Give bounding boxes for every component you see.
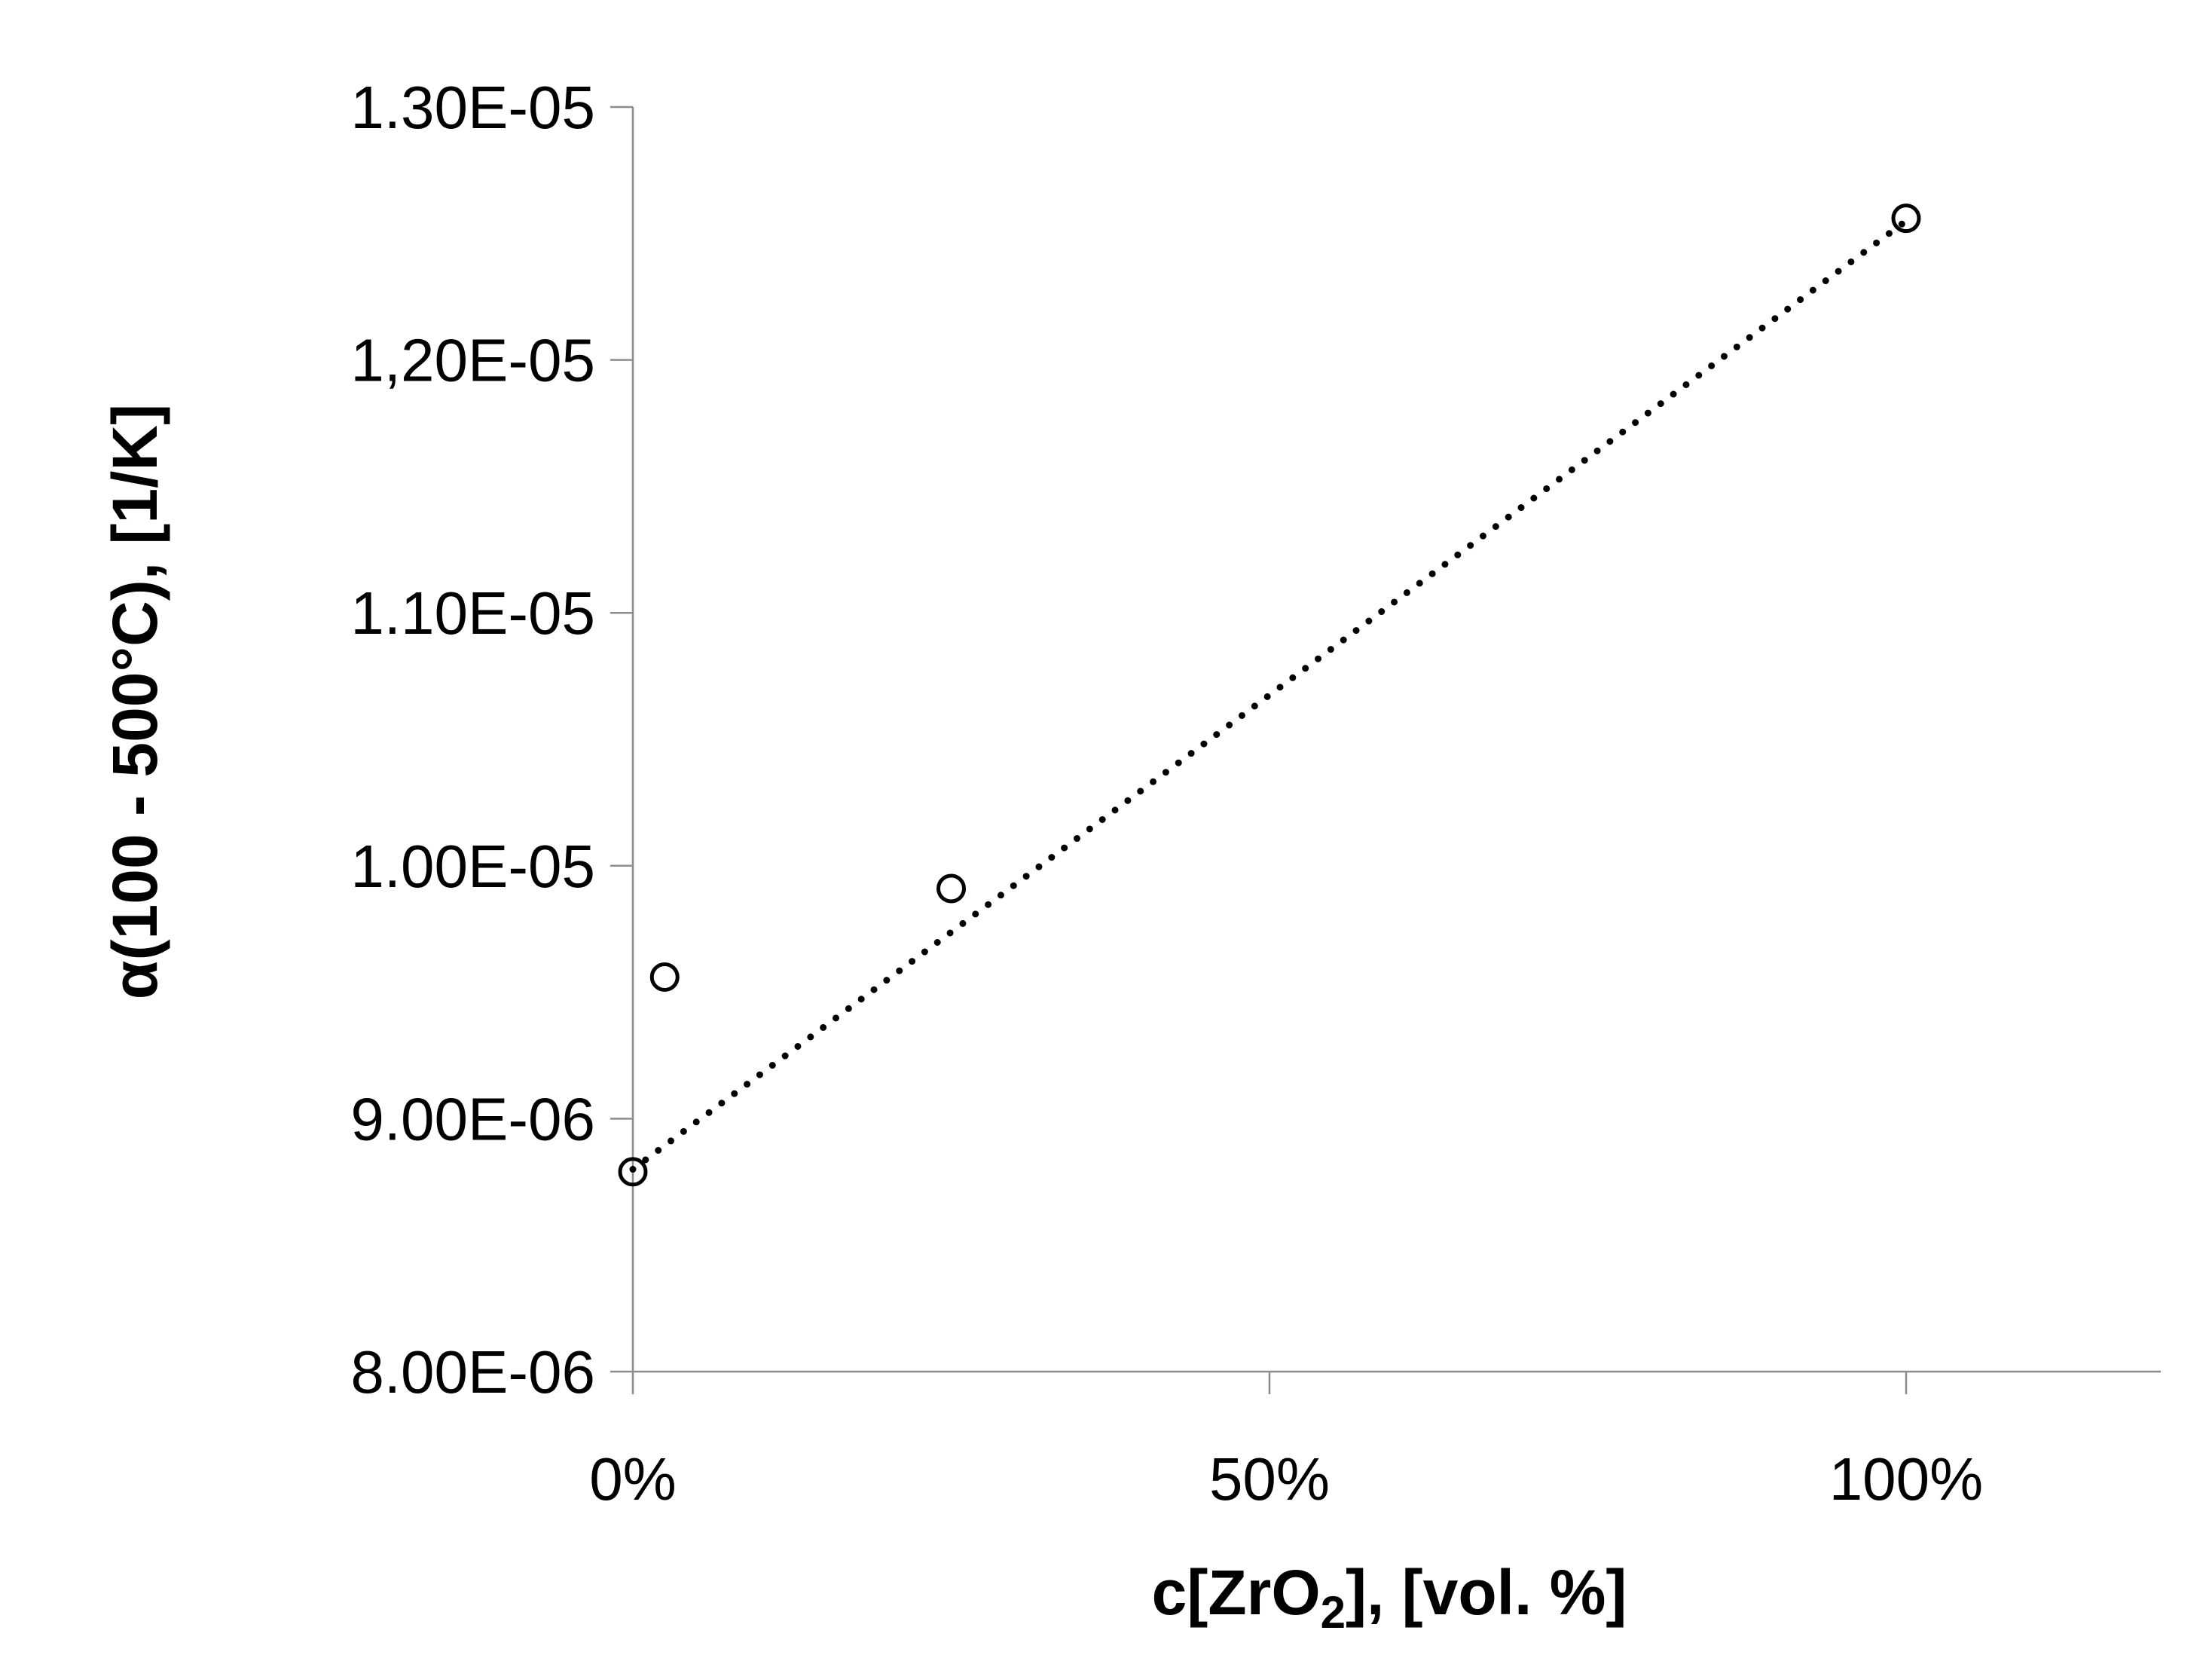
y-ticks: 8.00E-06 9.00E-06 1.00E-05 1.10E-05 1,20E-05… — [350, 74, 633, 1406]
data-point — [1891, 203, 1921, 234]
y-tick-label: 1.30E-05 — [350, 74, 595, 141]
trend-line — [629, 217, 1910, 1173]
x-ticks: 0% 50% 100% — [589, 1372, 1983, 1513]
data-point — [618, 1157, 648, 1187]
y-tick-label: 1.00E-05 — [350, 833, 595, 900]
data-markers — [618, 203, 1921, 1187]
y-tick-label: 1.10E-05 — [350, 580, 595, 647]
y-tick-label: 8.00E-06 — [350, 1338, 595, 1406]
plot-area: 8.00E-06 9.00E-06 1.00E-05 1.10E-05 1,20E-05… — [350, 74, 2161, 1513]
x-axis-title-tail: ], [vol. %] — [1346, 1557, 1627, 1628]
y-axis-title: α(100 - 500°C), [1/K] — [99, 404, 170, 999]
x-axis-title-main: c[ZrO — [1152, 1557, 1321, 1628]
x-tick-label: 100% — [1829, 1445, 1984, 1513]
x-axis-title-subscript: 2 — [1321, 1587, 1346, 1638]
data-point — [936, 873, 966, 904]
y-tick-label: 9.00E-06 — [350, 1085, 595, 1152]
x-tick-label: 50% — [1209, 1445, 1330, 1513]
x-tick-label: 0% — [589, 1445, 677, 1513]
y-tick-label: 1,20E-05 — [350, 327, 595, 394]
data-point — [649, 962, 680, 992]
x-axis-title: c[ZrO2], [vol. %] — [1152, 1557, 1627, 1638]
